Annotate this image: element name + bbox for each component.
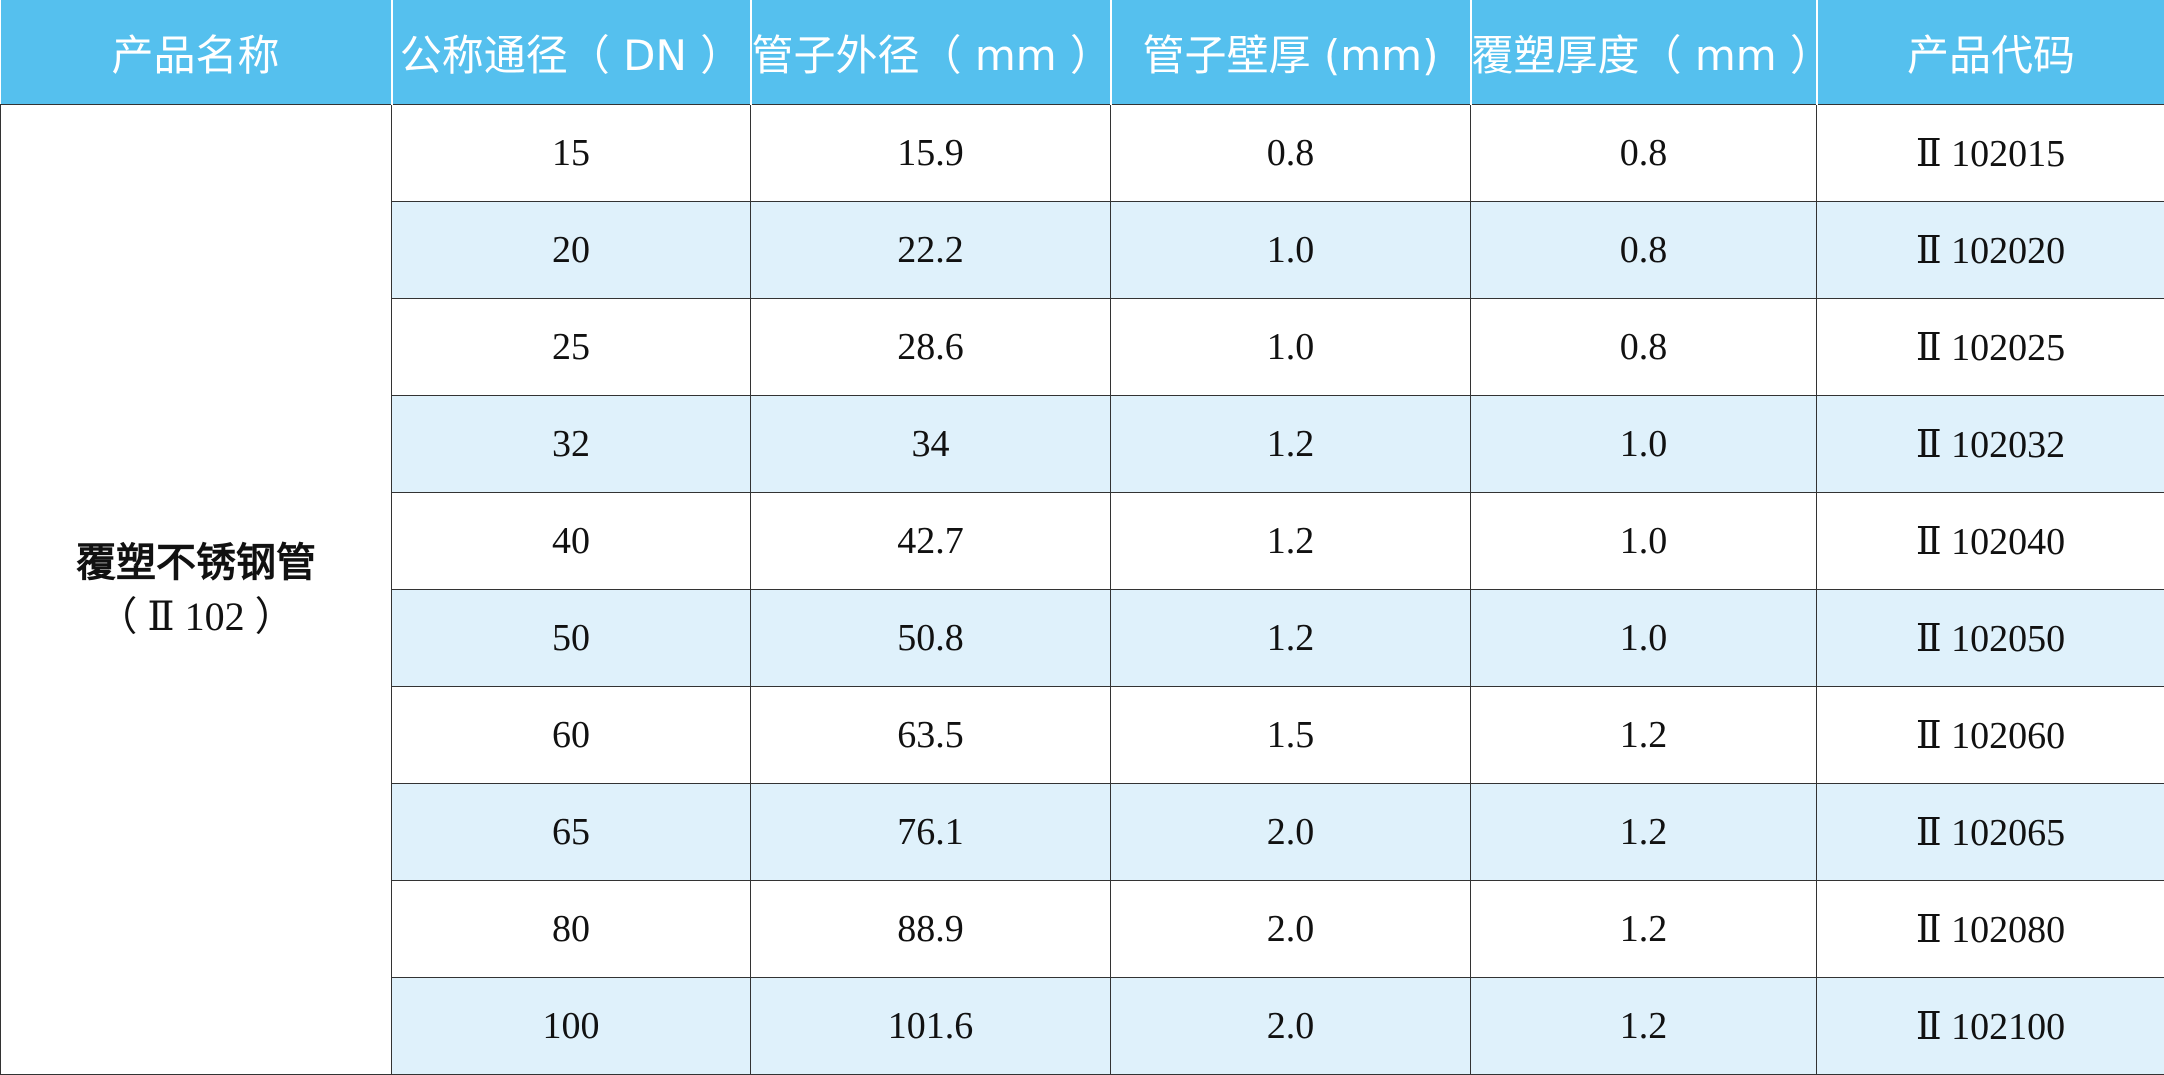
table-cell: 1.5 (1111, 687, 1471, 784)
table-cell: 101.6 (751, 978, 1111, 1075)
table-cell: Ⅱ 102020 (1817, 202, 2164, 299)
table-cell: 65 (392, 784, 751, 881)
table-cell: Ⅱ 102032 (1817, 396, 2164, 493)
table-cell: 1.2 (1111, 396, 1471, 493)
table-cell: 42.7 (751, 493, 1111, 590)
table-cell: 76.1 (751, 784, 1111, 881)
table-cell: 15 (392, 105, 751, 202)
table-cell: 0.8 (1111, 105, 1471, 202)
table-cell: 1.0 (1471, 493, 1817, 590)
table-cell: 1.0 (1471, 590, 1817, 687)
table-cell: 2.0 (1111, 978, 1471, 1075)
table-cell: 1.0 (1111, 299, 1471, 396)
table-cell: 20 (392, 202, 751, 299)
table-cell: 25 (392, 299, 751, 396)
header-cell: 产品名称 (1, 0, 392, 105)
table-cell: 1.2 (1471, 784, 1817, 881)
table-cell: 60 (392, 687, 751, 784)
table-cell: 0.8 (1471, 202, 1817, 299)
table-cell: 0.8 (1471, 299, 1817, 396)
table-cell: Ⅱ 102065 (1817, 784, 2164, 881)
table-cell: 2.0 (1111, 784, 1471, 881)
table-cell: 34 (751, 396, 1111, 493)
table-cell: Ⅱ 102025 (1817, 299, 2164, 396)
table-cell: 32 (392, 396, 751, 493)
table-cell: 15.9 (751, 105, 1111, 202)
table-cell: Ⅱ 102060 (1817, 687, 2164, 784)
product-name-cell: 覆塑不锈钢管（ Ⅱ 102 ） (1, 105, 392, 1075)
table-cell: Ⅱ 102015 (1817, 105, 2164, 202)
table-cell: 28.6 (751, 299, 1111, 396)
table-cell: Ⅱ 102080 (1817, 881, 2164, 978)
table-header: 产品名称公称通径（ DN ）管子外径（ mm ）管子壁厚 (mm)覆塑厚度（ m… (1, 0, 2164, 105)
table-cell: 1.2 (1471, 978, 1817, 1075)
product-name: 覆塑不锈钢管 (1, 536, 391, 590)
table-cell: 100 (392, 978, 751, 1075)
header-cell: 公称通径（ DN ） (392, 0, 751, 105)
product-code: （ Ⅱ 102 ） (1, 590, 391, 644)
table-cell: 0.8 (1471, 105, 1817, 202)
table-cell: 80 (392, 881, 751, 978)
header-cell: 覆塑厚度（ mm ） (1471, 0, 1817, 105)
table-cell: 1.2 (1471, 687, 1817, 784)
table-cell: 1.2 (1111, 590, 1471, 687)
table-cell: 1.0 (1111, 202, 1471, 299)
table-cell: 63.5 (751, 687, 1111, 784)
table-cell: 50.8 (751, 590, 1111, 687)
table-cell: 1.2 (1111, 493, 1471, 590)
table-cell: 88.9 (751, 881, 1111, 978)
table-cell: 40 (392, 493, 751, 590)
header-cell: 管子外径（ mm ） (751, 0, 1111, 105)
table-cell: 1.0 (1471, 396, 1817, 493)
table-cell: 22.2 (751, 202, 1111, 299)
table-cell: Ⅱ 102040 (1817, 493, 2164, 590)
table-cell: 1.2 (1471, 881, 1817, 978)
table-cell: Ⅱ 102050 (1817, 590, 2164, 687)
table-cell: 2.0 (1111, 881, 1471, 978)
header-cell: 管子壁厚 (mm) (1111, 0, 1471, 105)
header-cell: 产品代码 (1817, 0, 2164, 105)
header-row: 产品名称公称通径（ DN ）管子外径（ mm ）管子壁厚 (mm)覆塑厚度（ m… (1, 0, 2164, 105)
table-cell: 50 (392, 590, 751, 687)
table-cell: Ⅱ 102100 (1817, 978, 2164, 1075)
